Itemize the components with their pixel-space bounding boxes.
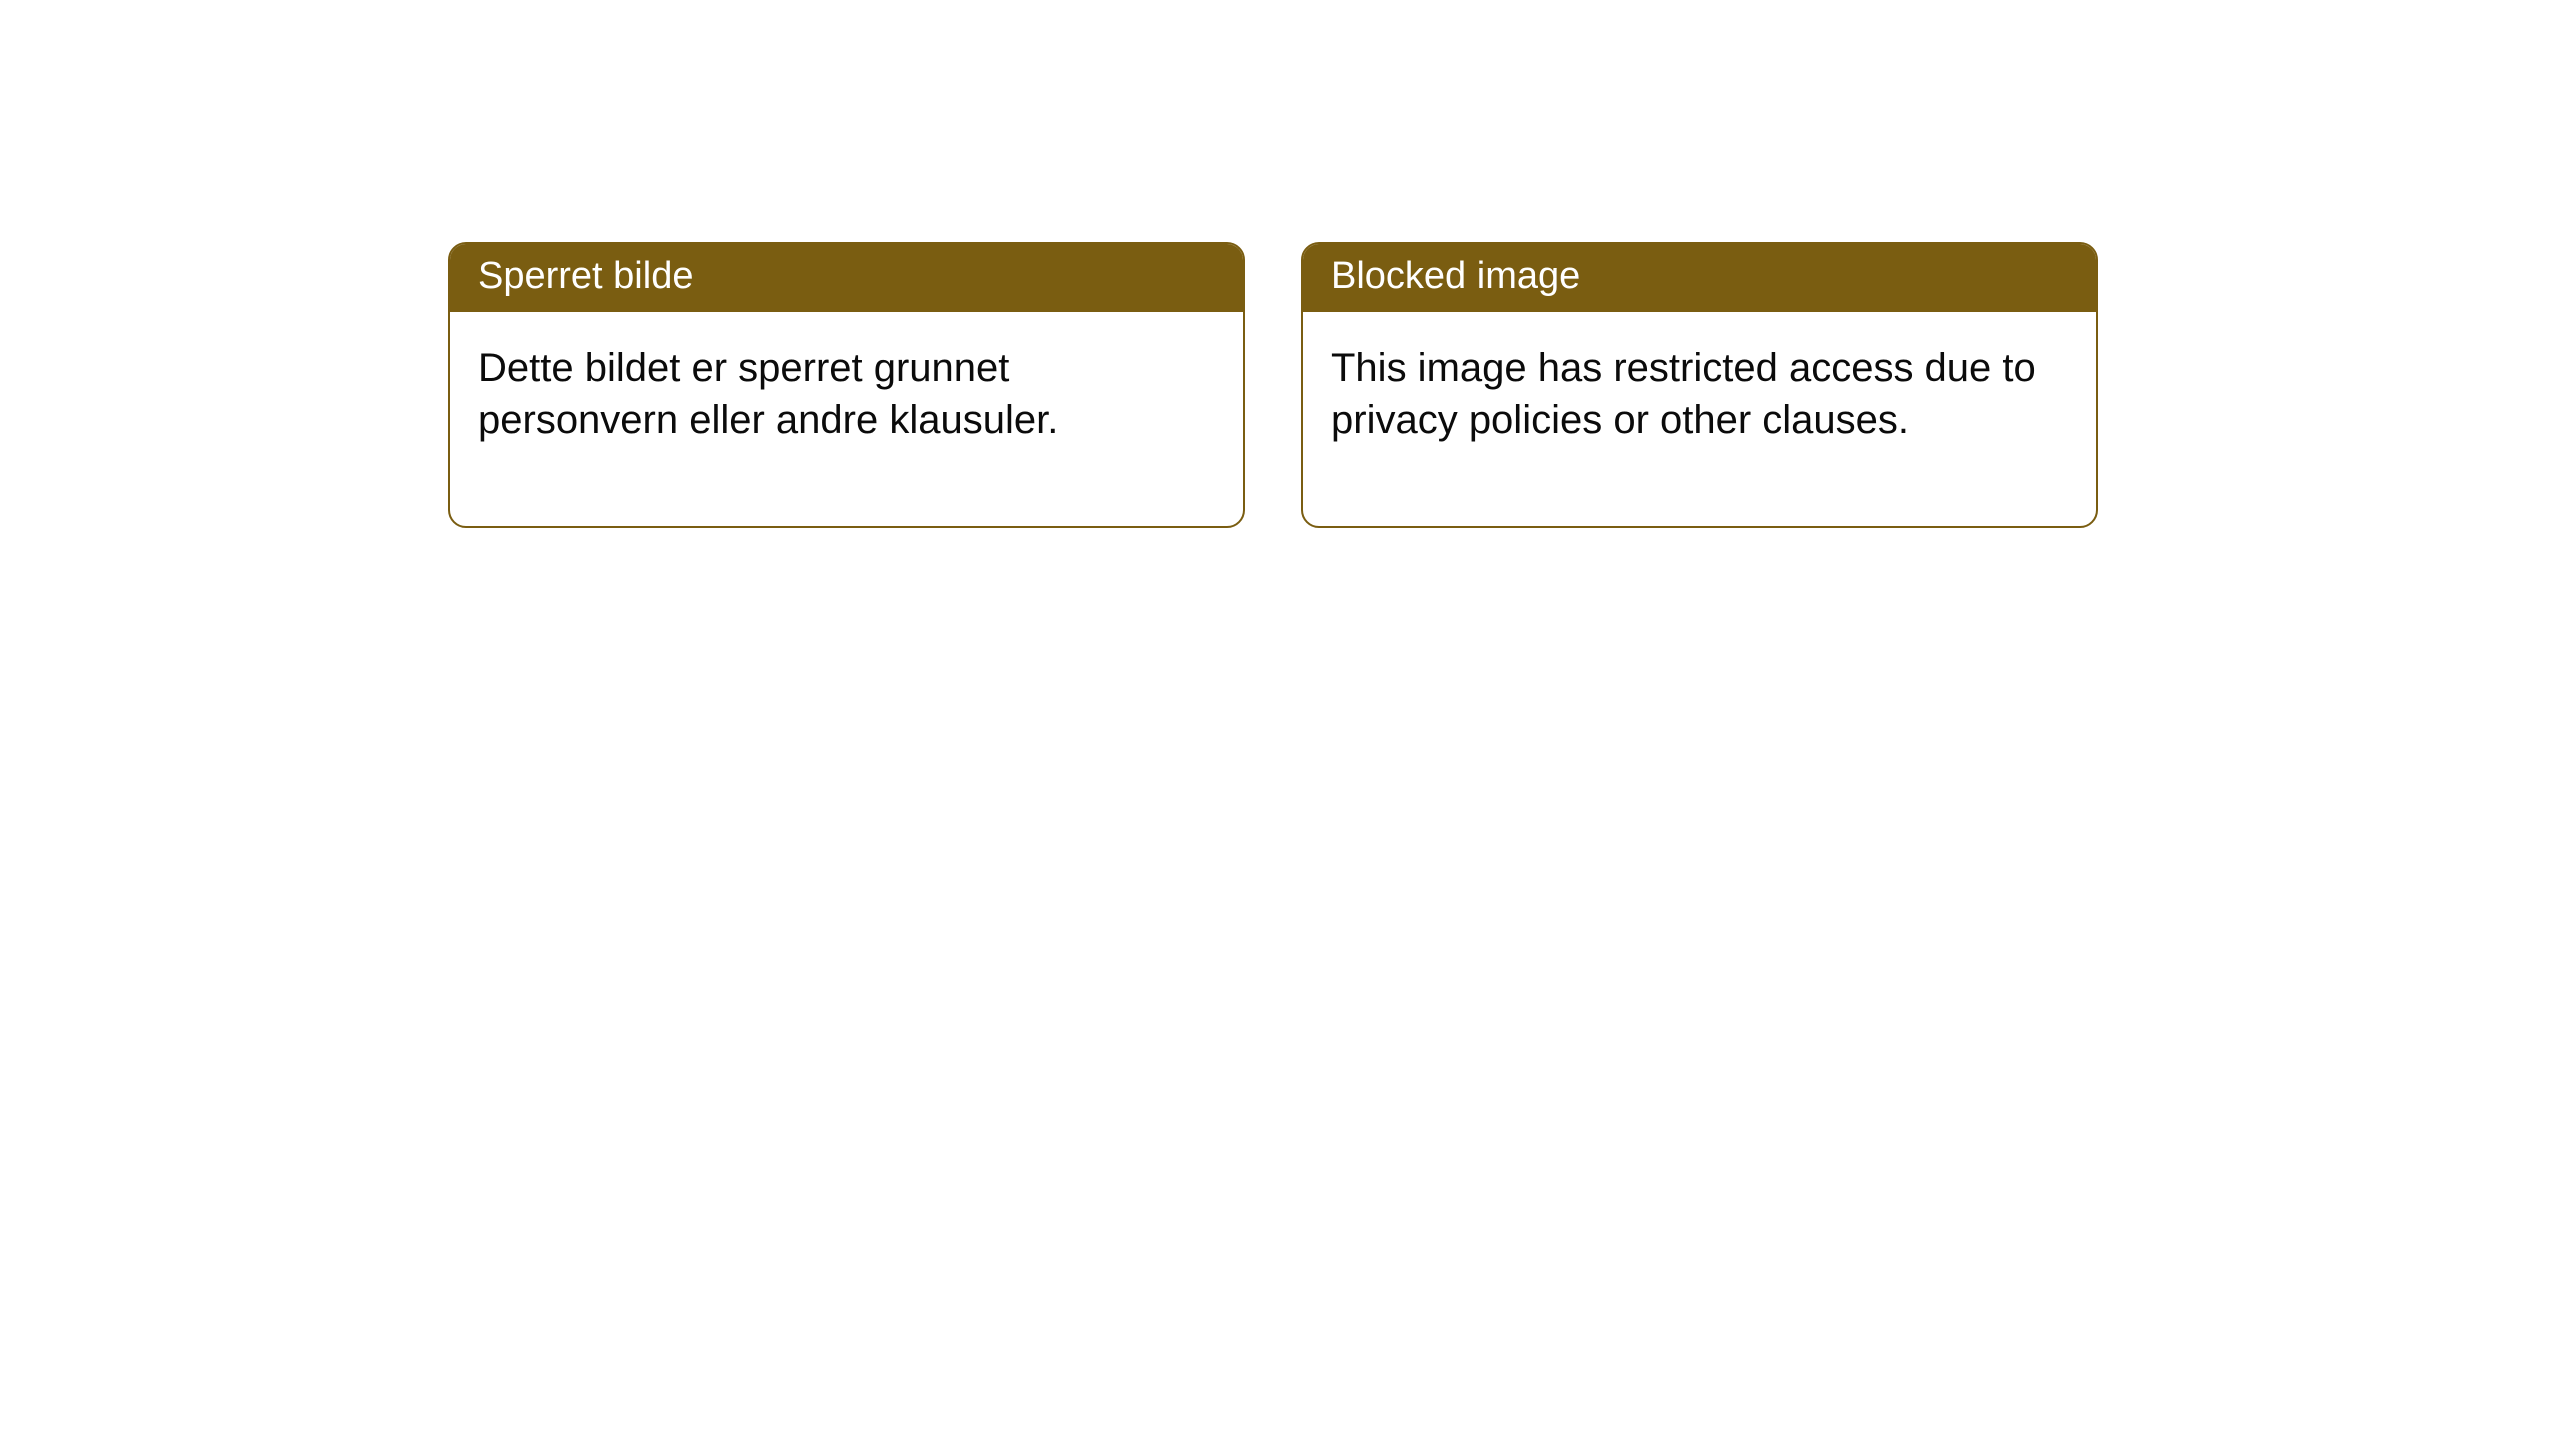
notice-container: Sperret bilde Dette bildet er sperret gr… bbox=[448, 242, 2098, 528]
notice-card-no: Sperret bilde Dette bildet er sperret gr… bbox=[448, 242, 1245, 528]
notice-card-body-en: This image has restricted access due to … bbox=[1303, 312, 2096, 526]
notice-card-en: Blocked image This image has restricted … bbox=[1301, 242, 2098, 528]
notice-card-header-en: Blocked image bbox=[1303, 244, 2096, 312]
notice-card-body-no: Dette bildet er sperret grunnet personve… bbox=[450, 312, 1243, 526]
notice-card-header-no: Sperret bilde bbox=[450, 244, 1243, 312]
